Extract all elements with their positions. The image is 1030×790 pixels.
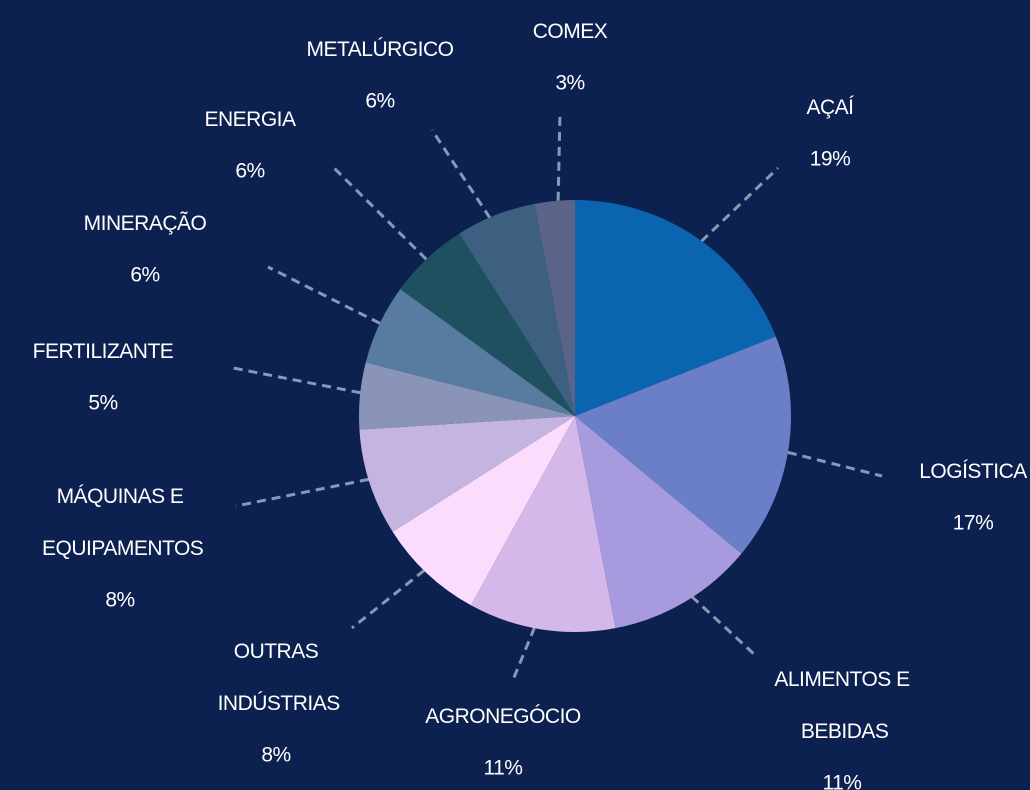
slice-percent: 11% <box>823 772 862 790</box>
slice-name: ALIMENTOS E BEBIDAS <box>774 668 910 743</box>
name-line: OUTRAS <box>234 640 319 663</box>
slice-name: ENERGIA <box>204 108 296 131</box>
slice <box>470 416 616 632</box>
slice <box>575 200 776 416</box>
slice-percent: 19% <box>810 148 851 171</box>
slice-percent: 6% <box>130 264 159 287</box>
slice-name: MÁQUINAS E EQUIPAMENTOS <box>37 485 204 560</box>
slice-percent: 3% <box>555 72 584 95</box>
slice-name: LOGÍSTICA <box>919 460 1027 483</box>
name-line: METALÚRGICO <box>307 38 454 61</box>
slice <box>359 362 575 430</box>
slice-percent: 6% <box>365 90 394 113</box>
slice-percent: 8% <box>105 589 134 612</box>
slice <box>400 233 575 416</box>
slice-name: COMEX <box>533 20 608 43</box>
name-line: FERTILIZANTE <box>33 340 174 363</box>
slice <box>392 416 575 606</box>
slice-percent: 6% <box>235 160 264 183</box>
slice <box>359 416 575 532</box>
slice-percent: 8% <box>261 744 290 767</box>
slice-name: FERTILIZANTE <box>33 340 174 363</box>
slice <box>575 416 742 629</box>
slice <box>534 200 575 416</box>
slice-percent: 5% <box>88 392 117 415</box>
name-line: AGRONEGÓCIO <box>425 705 581 728</box>
leader-line <box>227 365 391 400</box>
name-line: MINERAÇÃO <box>84 211 207 235</box>
name-line: INDÚSTRIAS <box>212 692 340 715</box>
slice-percent: 17% <box>953 512 994 535</box>
name-line: COMEX <box>533 20 608 43</box>
name-line: MÁQUINAS E <box>57 485 184 508</box>
name-line: EQUIPAMENTOS <box>37 537 204 560</box>
name-line: ALIMENTOS E <box>774 668 910 691</box>
slice-name: MINERAÇÃO <box>84 211 207 235</box>
leader-line <box>235 472 399 508</box>
slice <box>575 336 791 554</box>
name-line: AÇAÍ <box>806 96 854 119</box>
slice-name: AÇAÍ <box>806 96 854 119</box>
slice-percent: 11% <box>484 757 523 780</box>
name-line: LOGÍSTICA <box>919 460 1027 483</box>
slice-name: AGRONEGÓCIO <box>425 705 581 728</box>
slice-name: OUTRAS INDÚSTRIAS <box>212 640 340 715</box>
slice <box>365 289 575 416</box>
slice-name: METALÚRGICO <box>307 38 454 61</box>
name-line: BEBIDAS <box>796 720 889 743</box>
slice <box>459 203 575 416</box>
leader-line <box>267 265 408 339</box>
name-line: ENERGIA <box>204 108 296 131</box>
leader-line <box>331 165 449 282</box>
